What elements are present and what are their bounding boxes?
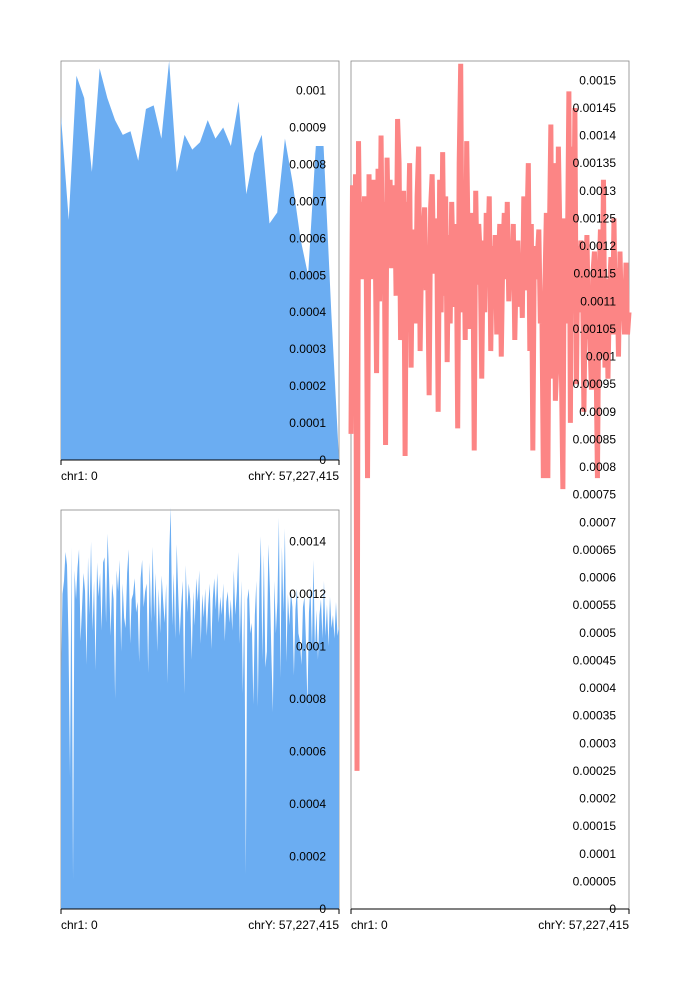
y-tick-label: 0.0012 xyxy=(579,239,616,253)
y-tick-label: 0.0002 xyxy=(289,379,326,393)
y-tick-label: 0.00085 xyxy=(573,432,617,446)
y-tick-label: 0.0003 xyxy=(289,342,326,356)
y-tick-label: 0.00015 xyxy=(573,819,617,833)
y-tick-label: 0.0004 xyxy=(579,681,616,695)
y-tick-label: 0.00055 xyxy=(573,598,617,612)
y-tick-label: 0.0008 xyxy=(289,692,326,706)
y-tick-label: 0.0009 xyxy=(579,405,616,419)
y-tick-label: 0.00005 xyxy=(573,874,617,888)
y-tick-label: 0.0005 xyxy=(579,626,616,640)
y-tick-label: 0.0007 xyxy=(289,194,326,208)
y-tick-label: 0.001 xyxy=(296,640,326,654)
y-tick-label: 0.0002 xyxy=(579,792,616,806)
y-tick-label: 0.0006 xyxy=(289,745,326,759)
y-tick-label: 0.00105 xyxy=(573,322,617,336)
y-tick-label: 0.0013 xyxy=(579,184,616,198)
y-tick-label: 0.0004 xyxy=(289,305,326,319)
y-tick-label: 0.0001 xyxy=(579,847,616,861)
y-tick-label: 0.0011 xyxy=(580,294,616,308)
x-axis-start-label: chr1: 0 xyxy=(61,918,98,932)
y-tick-label: 0.00065 xyxy=(573,543,617,557)
y-tick-label: 0.0005 xyxy=(289,268,326,282)
panel-right: 00.000050.00010.000150.00020.000250.0003… xyxy=(348,60,632,932)
x-axis-start-label: chr1: 0 xyxy=(61,469,98,483)
y-tick-label: 0.0014 xyxy=(289,535,326,549)
y-tick-label: 0.00075 xyxy=(573,488,617,502)
y-tick-label: 0.00115 xyxy=(574,267,617,281)
y-tick-label: 0.00095 xyxy=(573,377,617,391)
area-series xyxy=(61,61,339,460)
y-tick-label: 0.0007 xyxy=(579,515,616,529)
x-axis-end-label: chrY: 57,227,415 xyxy=(248,469,339,483)
y-tick-label: 0.0009 xyxy=(289,121,326,135)
y-tick-label: 0.0001 xyxy=(289,416,326,430)
y-tick-label: 0.001 xyxy=(296,84,326,98)
y-tick-label: 0.0012 xyxy=(289,587,326,601)
y-tick-label: 0.001 xyxy=(586,350,616,364)
y-tick-label: 0.0008 xyxy=(289,157,326,171)
x-axis-start-label: chr1: 0 xyxy=(351,918,388,932)
x-axis-end-label: chrY: 57,227,415 xyxy=(248,918,339,932)
panel-bottom-left: 00.00020.00040.00060.00080.0010.00120.00… xyxy=(60,507,340,932)
x-axis-end-label: chrY: 57,227,415 xyxy=(538,918,629,932)
y-tick-label: 0.0002 xyxy=(289,850,326,864)
y-tick-label: 0.00135 xyxy=(573,156,617,170)
y-tick-label: 0.0003 xyxy=(579,736,616,750)
y-tick-label: 0.0006 xyxy=(579,571,616,585)
panel-top-left: 00.00010.00020.00030.00040.00050.00060.0… xyxy=(60,60,340,483)
y-tick-label: 0.00145 xyxy=(573,101,617,115)
y-tick-label: 0.0015 xyxy=(579,73,616,87)
y-tick-label: 0.0008 xyxy=(579,460,616,474)
y-tick-label: 0.0004 xyxy=(289,797,326,811)
y-tick-label: 0.0014 xyxy=(579,129,616,143)
y-tick-label: 0.00025 xyxy=(573,764,617,778)
y-tick-label: 0.0006 xyxy=(289,231,326,245)
y-tick-label: 0.00125 xyxy=(573,211,617,225)
y-tick-label: 0.00035 xyxy=(573,709,617,723)
y-tick-label: 0.00045 xyxy=(573,653,617,667)
area-series xyxy=(61,507,339,909)
line-series xyxy=(348,63,632,771)
